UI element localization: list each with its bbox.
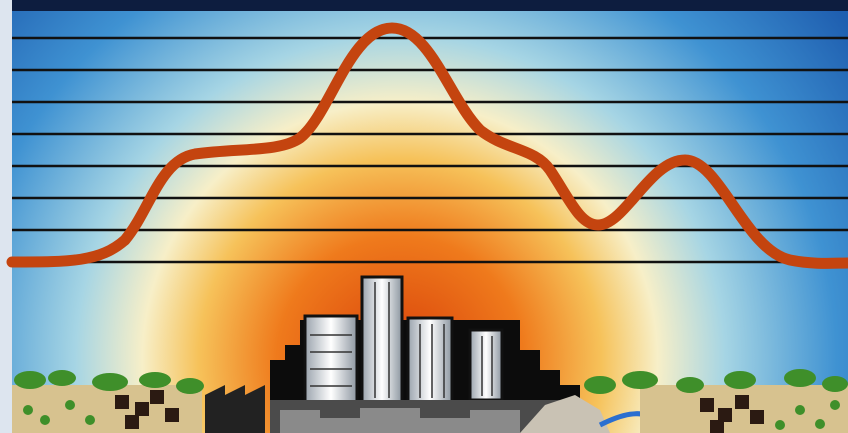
trees [12, 369, 848, 433]
skyline [205, 275, 662, 433]
curve [6, 22, 848, 269]
top-band [12, 0, 848, 11]
